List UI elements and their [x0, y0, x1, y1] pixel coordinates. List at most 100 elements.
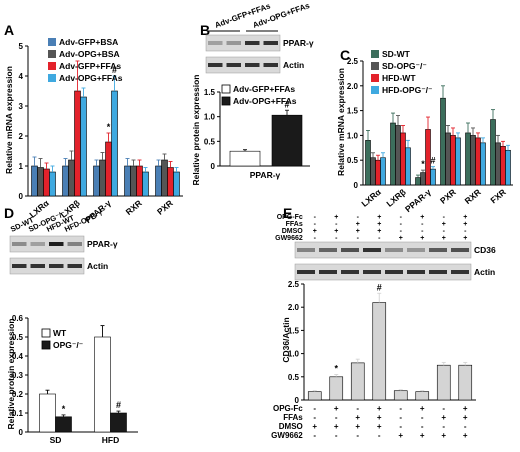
blot-strip [294, 241, 472, 259]
condition-sign: + [313, 228, 317, 235]
legend-label: OPG⁻/⁻ [53, 340, 83, 350]
condition-sign: - [421, 413, 424, 422]
blot-band [245, 41, 260, 45]
condition-label: GW9662 [271, 431, 303, 440]
blot-band [297, 248, 315, 252]
blot-band [363, 248, 381, 252]
condition-sign: - [378, 431, 381, 440]
condition-sign: - [464, 228, 467, 235]
bar [365, 140, 371, 186]
blot-band [319, 248, 337, 252]
significance-mark: * [62, 404, 66, 414]
blot-band [208, 63, 223, 67]
bar [390, 122, 396, 186]
bar [31, 165, 38, 197]
significance-mark: # [377, 282, 382, 292]
x-tick-label: SD [50, 435, 62, 445]
blot-band [363, 270, 381, 274]
bar [420, 172, 426, 186]
bar [307, 391, 322, 401]
y-tick-label: 1.5 [347, 107, 359, 116]
legend-label: Adv-GFP+FFAs [233, 84, 295, 94]
bar [475, 137, 481, 186]
condition-sign: - [335, 221, 338, 228]
bar [490, 119, 496, 186]
significance-mark: # [430, 156, 435, 166]
condition-sign: - [314, 235, 317, 242]
y-tick-label: 0 [211, 162, 216, 171]
blot-row-label: CD36 [474, 245, 496, 255]
x-tick-label: HFD [102, 435, 119, 445]
condition-sign: + [334, 422, 339, 431]
legend-swatch [48, 74, 56, 82]
bar [465, 132, 471, 186]
legend-label: SD-WT [382, 49, 411, 59]
condition-sign: + [441, 413, 446, 422]
bar [105, 141, 112, 197]
blot-row-label: PPAR-γ [87, 239, 118, 249]
panel-letter: D [4, 205, 14, 221]
x-tick-label: RXR [463, 187, 483, 206]
y-tick-label: 0.4 [12, 352, 24, 361]
y-axis-title: CD36/Actin [281, 317, 291, 362]
y-axis-title: Relative protein expression [6, 318, 16, 429]
x-tick-label: PPAR-γ [250, 170, 281, 180]
legend-label: WT [53, 328, 67, 338]
bar [372, 302, 387, 401]
condition-sign: - [356, 404, 359, 413]
legend-swatch [48, 50, 56, 58]
blot-band [12, 242, 27, 246]
y-axis-title: Relative protein expression [191, 74, 201, 185]
condition-sign: - [400, 214, 403, 221]
condition-sign: - [421, 422, 424, 431]
condition-sign: - [313, 431, 316, 440]
blot-band [263, 41, 278, 45]
legend-swatch [48, 62, 56, 70]
bar [80, 96, 87, 197]
bar [445, 132, 451, 186]
condition-sign: - [400, 221, 403, 228]
x-tick-label: RXR [124, 198, 144, 217]
blot-band [208, 41, 223, 45]
condition-sign: + [356, 221, 360, 228]
blot-band [451, 248, 469, 252]
blot-strip [9, 235, 85, 253]
condition-sign: - [313, 413, 316, 422]
blot-band [49, 264, 64, 268]
blot-row-label: PPAR-γ [283, 38, 314, 48]
bar [455, 137, 461, 186]
bar [167, 167, 174, 197]
bar [93, 165, 100, 197]
bar [415, 391, 430, 401]
y-tick-label: 0.1 [12, 409, 24, 418]
y-tick-label: 2.0 [288, 303, 300, 312]
legend-label: Adv-GFP+FFAs [59, 61, 121, 71]
y-tick-label: 0.5 [12, 333, 24, 342]
y-tick-label: 3 [19, 102, 24, 111]
bar [124, 165, 131, 197]
panel-D: DSD-WTSD-OPG⁻/⁻HFD-WTHFD-OPG⁻/⁻PPAR-γAct… [4, 205, 138, 445]
legend-swatch [371, 50, 379, 58]
bar [39, 393, 56, 433]
legend-swatch [221, 84, 231, 94]
bar [458, 364, 473, 401]
blot-band [341, 270, 359, 274]
blot-band [341, 248, 359, 252]
condition-sign: - [421, 228, 424, 235]
bar [155, 165, 162, 197]
condition-sign: + [442, 221, 446, 228]
condition-sign: + [377, 228, 381, 235]
blot-row-label: Actin [283, 60, 304, 70]
significance-mark: * [334, 363, 338, 373]
condition-sign: - [335, 413, 338, 422]
condition-sign: - [399, 413, 402, 422]
condition-sign: + [420, 235, 424, 242]
condition-sign: - [356, 431, 359, 440]
y-tick-label: 5 [19, 42, 24, 51]
bar [380, 157, 386, 186]
panel-B: B Adv-GFP+FFAs Adv-OPG+FFAs PPAR-γ Actin Rela… [191, 1, 314, 186]
condition-sign: - [443, 228, 446, 235]
